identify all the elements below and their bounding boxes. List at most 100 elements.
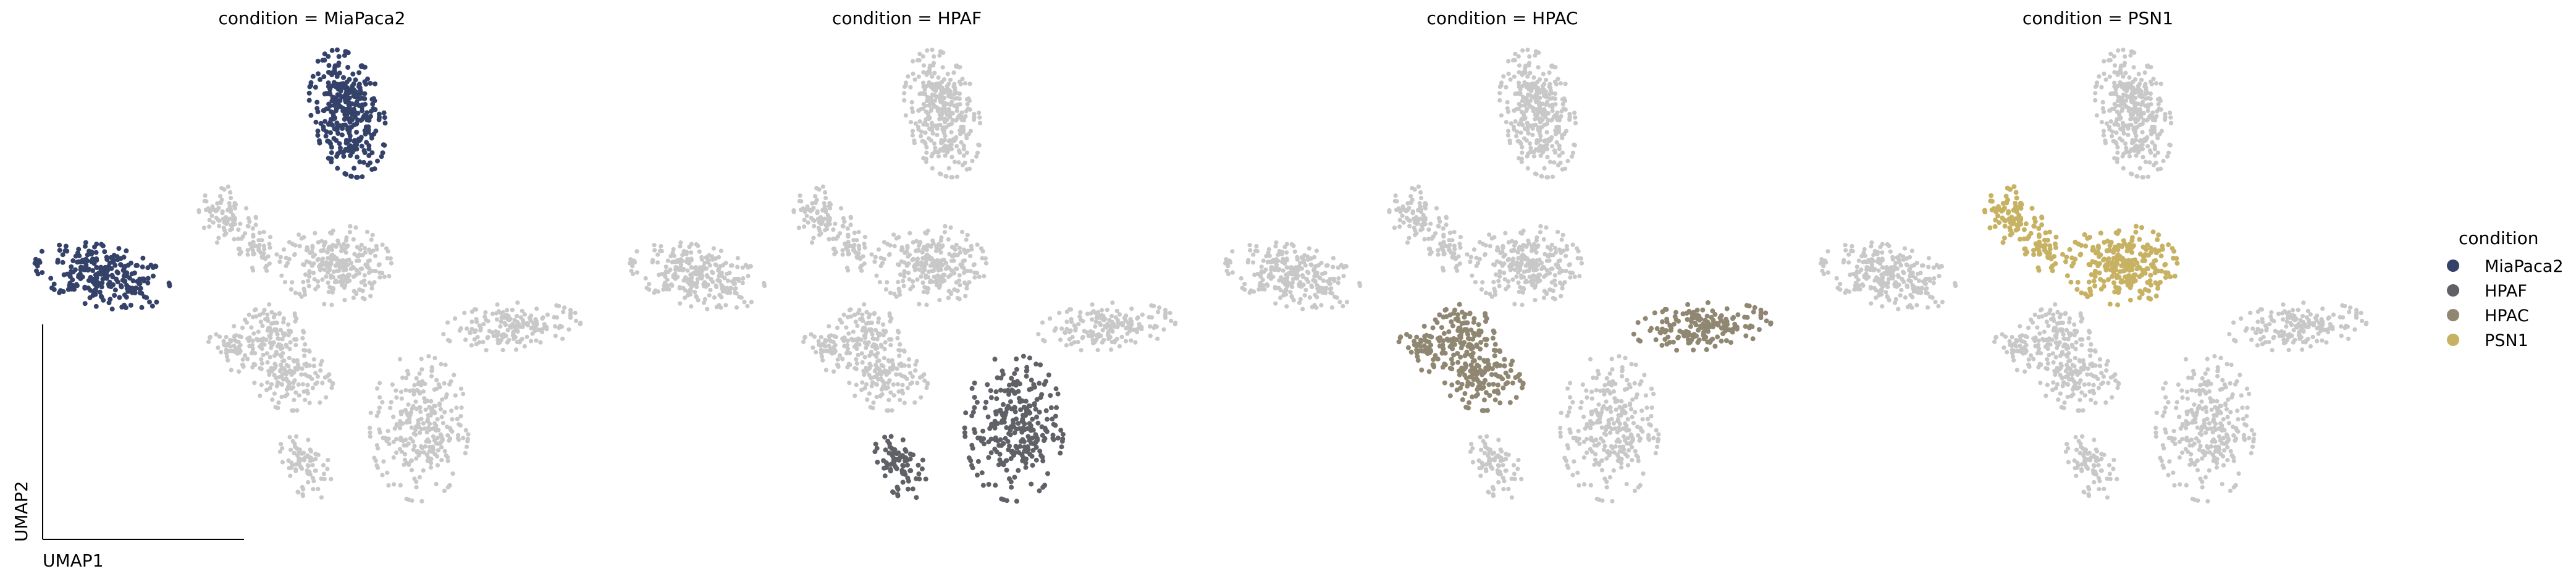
data-point-background bbox=[290, 439, 295, 444]
data-point-background bbox=[846, 251, 851, 257]
data-point-background bbox=[916, 74, 921, 79]
data-point-background bbox=[500, 335, 505, 340]
data-point-background bbox=[388, 256, 393, 261]
data-point-background bbox=[443, 362, 448, 368]
data-point-highlighted bbox=[139, 305, 145, 310]
data-point-background bbox=[1553, 282, 1558, 288]
data-point-background bbox=[1533, 298, 1538, 303]
data-point-background bbox=[952, 159, 957, 164]
data-point-background bbox=[927, 65, 932, 70]
data-point-background bbox=[236, 227, 241, 232]
data-point-background bbox=[1332, 294, 1337, 299]
data-point-background bbox=[859, 387, 864, 392]
data-point-background bbox=[960, 77, 965, 82]
data-point-background bbox=[490, 311, 495, 316]
data-point-background bbox=[1528, 279, 1533, 284]
data-point-background bbox=[1589, 411, 1594, 416]
data-point-highlighted bbox=[336, 61, 342, 66]
data-point-highlighted bbox=[1032, 441, 1038, 446]
data-point-background bbox=[482, 314, 487, 319]
data-point-background bbox=[429, 399, 434, 404]
data-point-background bbox=[953, 118, 958, 123]
data-point-background bbox=[1597, 462, 1602, 467]
data-point-background bbox=[977, 143, 982, 148]
data-point-background bbox=[287, 240, 292, 245]
data-point-background bbox=[916, 243, 922, 248]
data-point-highlighted bbox=[348, 174, 353, 179]
data-point-background bbox=[458, 386, 464, 391]
data-point-background bbox=[217, 334, 222, 339]
data-point-background bbox=[972, 115, 977, 120]
data-point-background bbox=[935, 123, 940, 128]
data-point-highlighted bbox=[145, 276, 151, 281]
data-point-background bbox=[1468, 449, 1473, 454]
data-point-background bbox=[1617, 354, 1622, 359]
data-point-background bbox=[368, 430, 373, 435]
data-point-highlighted bbox=[77, 271, 83, 277]
data-point-background bbox=[1490, 466, 1495, 471]
data-point-background bbox=[949, 292, 954, 297]
data-point-background bbox=[745, 303, 750, 309]
data-point-background bbox=[917, 51, 922, 56]
data-point-highlighted bbox=[1042, 438, 1046, 444]
data-point-background bbox=[799, 199, 804, 204]
data-point-background bbox=[961, 270, 967, 275]
data-point-background bbox=[1567, 262, 1572, 267]
data-point-background bbox=[1552, 160, 1557, 165]
data-point-background bbox=[916, 247, 921, 252]
data-point-background bbox=[232, 222, 237, 227]
data-point-background bbox=[1544, 146, 1550, 151]
data-point-background bbox=[267, 372, 272, 377]
data-point-background bbox=[802, 217, 807, 222]
data-point-highlighted bbox=[97, 270, 103, 276]
data-point-background bbox=[888, 342, 893, 348]
data-point-highlighted bbox=[107, 279, 112, 285]
data-point-background bbox=[315, 279, 321, 284]
data-point-background bbox=[536, 327, 541, 332]
data-point-background bbox=[941, 50, 946, 55]
data-point-highlighted bbox=[365, 162, 371, 168]
data-point-background bbox=[1594, 443, 1599, 448]
data-point-background bbox=[1547, 159, 1552, 164]
data-point-highlighted bbox=[104, 267, 110, 272]
data-point-highlighted bbox=[1058, 428, 1064, 433]
data-point-background bbox=[313, 468, 318, 473]
data-point-background bbox=[1119, 321, 1124, 326]
data-point-background bbox=[932, 98, 938, 103]
data-point-background bbox=[302, 353, 307, 358]
data-point-background bbox=[1512, 471, 1517, 476]
data-point-background bbox=[307, 363, 312, 368]
data-point-background bbox=[736, 278, 741, 284]
data-point-background bbox=[534, 338, 539, 343]
data-point-highlighted bbox=[306, 90, 312, 96]
data-point-background bbox=[1336, 276, 1341, 281]
data-point-background bbox=[943, 224, 948, 229]
data-point-background bbox=[421, 468, 426, 473]
data-point-background bbox=[904, 376, 909, 381]
data-point-background bbox=[325, 466, 330, 471]
data-point-highlighted bbox=[985, 414, 991, 420]
data-point-background bbox=[1549, 135, 1554, 140]
data-point-background bbox=[1251, 260, 1256, 265]
data-point-background bbox=[225, 342, 230, 347]
data-point-background bbox=[284, 387, 289, 392]
data-point-background bbox=[869, 350, 873, 355]
data-point-background bbox=[942, 230, 947, 235]
data-point-background bbox=[542, 326, 547, 331]
data-point-background bbox=[844, 351, 849, 356]
data-point-background bbox=[643, 276, 648, 281]
data-point-background bbox=[458, 414, 463, 419]
data-point-background bbox=[439, 445, 444, 450]
data-point-background bbox=[416, 389, 421, 394]
data-point-background bbox=[237, 350, 242, 355]
data-point-background bbox=[251, 240, 256, 245]
data-point-background bbox=[1257, 283, 1262, 288]
data-point-background bbox=[568, 315, 573, 320]
data-point-highlighted bbox=[114, 269, 120, 275]
data-point-background bbox=[463, 337, 468, 342]
data-point-background bbox=[707, 263, 712, 268]
data-point-background bbox=[280, 351, 285, 356]
data-point-background bbox=[954, 64, 959, 69]
data-point-background bbox=[502, 321, 507, 326]
data-point-background bbox=[1418, 227, 1423, 233]
